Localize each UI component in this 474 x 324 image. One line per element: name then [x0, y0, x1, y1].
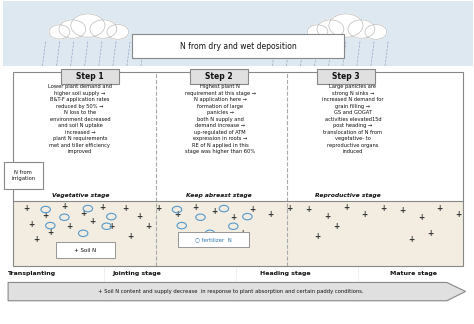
Circle shape — [71, 14, 105, 37]
Text: +: + — [137, 212, 143, 221]
Text: +: + — [61, 202, 67, 212]
Text: +: + — [24, 204, 30, 213]
Circle shape — [317, 20, 344, 38]
Text: Transplanting: Transplanting — [8, 271, 55, 276]
Text: Jointing stage: Jointing stage — [113, 271, 162, 276]
FancyBboxPatch shape — [61, 69, 119, 84]
Text: Step 3: Step 3 — [332, 72, 360, 81]
Text: +: + — [155, 204, 161, 213]
Text: +: + — [90, 217, 96, 226]
Text: +: + — [47, 228, 54, 237]
FancyBboxPatch shape — [317, 69, 375, 84]
Text: +: + — [399, 206, 405, 215]
Circle shape — [329, 14, 363, 37]
Text: +: + — [418, 213, 424, 222]
Text: Mature stage: Mature stage — [391, 271, 438, 276]
Text: +: + — [315, 232, 321, 241]
Text: Step 2: Step 2 — [205, 72, 233, 81]
Text: +: + — [305, 205, 311, 214]
Text: Reproductive stage: Reproductive stage — [315, 193, 381, 198]
Text: +: + — [122, 204, 128, 213]
Text: ○ fertilizer  N: ○ fertilizer N — [195, 237, 232, 242]
Text: Step 1: Step 1 — [76, 72, 104, 81]
FancyBboxPatch shape — [178, 232, 249, 247]
Polygon shape — [8, 283, 465, 301]
Text: Highest plant N
requirement at this stage →
N application here →
formation of la: Highest plant N requirement at this stag… — [185, 84, 255, 155]
Text: +: + — [192, 203, 199, 212]
Bar — [13, 201, 463, 266]
Text: + Soil N content and supply decrease  in response to plant absorption and certai: + Soil N content and supply decrease in … — [98, 289, 364, 294]
Text: N from
irrigation: N from irrigation — [11, 170, 36, 181]
Text: N from dry and wet deposition: N from dry and wet deposition — [180, 41, 296, 51]
Text: Large panicles are
strong N sinks →
increased N demand for
grain filling →
GS an: Large panicles are strong N sinks → incr… — [322, 84, 384, 155]
Text: +: + — [239, 229, 246, 238]
Text: +: + — [268, 210, 274, 218]
Circle shape — [107, 25, 128, 39]
Text: +: + — [99, 203, 105, 212]
Circle shape — [348, 20, 375, 38]
Text: +: + — [174, 210, 180, 218]
FancyBboxPatch shape — [190, 69, 248, 84]
Text: + Soil N: + Soil N — [74, 248, 97, 252]
Text: Vegetative stage: Vegetative stage — [52, 193, 109, 198]
Text: +: + — [211, 207, 218, 216]
Circle shape — [365, 25, 387, 39]
Text: +: + — [333, 222, 340, 231]
Text: +: + — [249, 205, 255, 214]
Text: +: + — [362, 210, 368, 218]
Bar — [3, 1, 473, 91]
Text: +: + — [221, 235, 227, 244]
FancyBboxPatch shape — [56, 242, 115, 258]
Bar — [13, 72, 463, 266]
Text: +: + — [33, 235, 39, 244]
Text: +: + — [409, 235, 415, 244]
Text: +: + — [146, 222, 152, 231]
Text: +: + — [286, 204, 293, 213]
Text: Heading stage: Heading stage — [260, 271, 310, 276]
Text: Lower plant demand and
higher soil supply →
B&T-F application rates
reduced by 5: Lower plant demand and higher soil suppl… — [48, 84, 112, 155]
Circle shape — [90, 20, 117, 38]
Text: +: + — [43, 211, 49, 219]
Bar — [3, 66, 473, 268]
Text: +: + — [437, 204, 443, 213]
Text: Keep abreast stage: Keep abreast stage — [186, 193, 252, 198]
Text: +: + — [108, 222, 114, 231]
Text: +: + — [343, 203, 349, 212]
Circle shape — [49, 25, 70, 39]
Text: +: + — [66, 222, 72, 231]
Text: +: + — [80, 209, 86, 218]
FancyBboxPatch shape — [4, 162, 43, 189]
Circle shape — [307, 25, 328, 39]
Text: +: + — [324, 212, 330, 221]
Text: +: + — [28, 220, 35, 229]
Text: +: + — [427, 229, 434, 238]
Text: +: + — [127, 232, 133, 241]
FancyBboxPatch shape — [132, 34, 344, 58]
Text: +: + — [456, 210, 462, 218]
Text: +: + — [380, 204, 387, 213]
Circle shape — [59, 20, 86, 38]
Text: +: + — [230, 213, 237, 222]
